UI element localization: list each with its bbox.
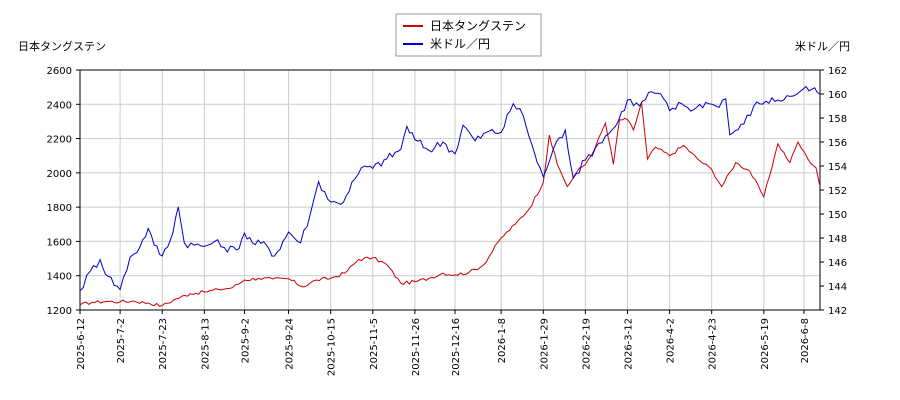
series-line-tungsten (79, 102, 821, 307)
series-line-usdjpy (79, 85, 821, 292)
x-tick-label: 2026-1-29 (539, 318, 550, 370)
x-tick-label: 2025-8-13 (200, 318, 211, 370)
left-tick-label: 2600 (47, 66, 72, 77)
x-tick-label: 2025-11-26 (411, 318, 422, 376)
left-tick-label: 1800 (47, 203, 72, 214)
left-tick-label: 1600 (47, 237, 72, 248)
axis-ticks: 1200 1400 1600 1800 2000 2200 2400 2600 142 144 14… (47, 66, 848, 376)
x-tick-label: 2026-2-19 (581, 318, 592, 370)
legend-box (395, 13, 542, 57)
plot-area-border (79, 69, 821, 311)
right-tick-label: 154 (828, 162, 847, 173)
x-tick-label: 2025-12-16 (451, 318, 462, 376)
left-axis-title: 日本タングステン (18, 39, 106, 53)
x-tick-label: 2026-4-2 (666, 318, 677, 363)
x-tick-label: 2026-5-19 (760, 318, 771, 370)
right-tick-label: 150 (828, 210, 847, 221)
left-tick-label: 2000 (47, 169, 72, 180)
left-tick-label: 2400 (47, 100, 72, 111)
right-tick-label: 152 (828, 186, 847, 197)
x-tick-label: 2025-9-24 (285, 318, 296, 370)
x-tick-label: 2025-7-23 (158, 318, 169, 370)
legend-label-tungsten: 日本タングステン (430, 19, 526, 33)
x-tick-label: 2026-4-23 (708, 318, 719, 370)
x-tick-label: 2026-6-8 (800, 318, 811, 363)
x-tick-label: 2026-1-8 (497, 318, 508, 363)
right-tick-label: 158 (828, 114, 847, 125)
x-tick-label: 2025-7-2 (116, 318, 127, 363)
right-tick-label: 162 (828, 66, 847, 77)
x-tick-label: 2025-6-12 (76, 318, 87, 370)
gridlines (79, 69, 820, 311)
right-tick-label: 142 (828, 306, 847, 317)
x-tick-label: 2025-9-2 (240, 318, 251, 363)
x-tick-label: 2026-3-12 (623, 318, 634, 370)
left-tick-label: 1200 (47, 306, 72, 317)
right-axis-title: 米ドル／円 (795, 40, 850, 53)
legend: 日本タングステン 米ドル／円 (395, 13, 542, 57)
legend-label-usdjpy: 米ドル／円 (430, 37, 490, 51)
series-lines (79, 85, 821, 307)
right-tick-label: 156 (828, 138, 847, 149)
right-tick-label: 146 (828, 258, 847, 269)
right-tick-label: 160 (828, 90, 847, 101)
x-tick-label: 2025-10-15 (327, 318, 338, 376)
left-tick-label: 2200 (47, 135, 72, 146)
x-tick-label: 2025-11-5 (369, 318, 380, 370)
right-tick-label: 144 (828, 282, 847, 293)
left-tick-label: 1400 (47, 272, 72, 283)
right-tick-label: 148 (828, 234, 847, 245)
